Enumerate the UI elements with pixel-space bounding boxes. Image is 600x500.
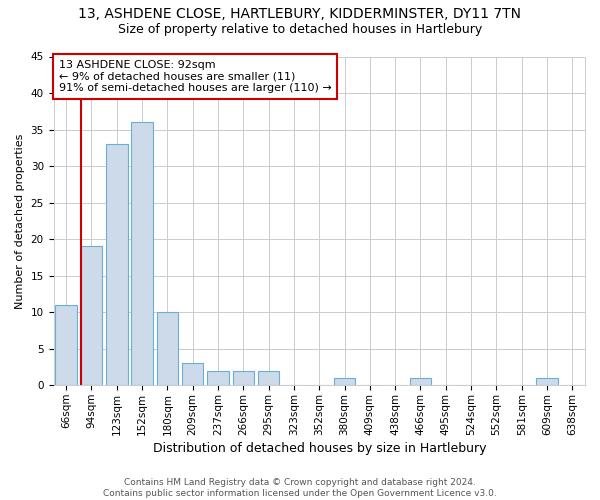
Bar — [536, 378, 558, 386]
Bar — [55, 305, 77, 386]
Bar — [258, 370, 280, 386]
Bar — [334, 378, 355, 386]
Y-axis label: Number of detached properties: Number of detached properties — [15, 133, 25, 308]
X-axis label: Distribution of detached houses by size in Hartlebury: Distribution of detached houses by size … — [152, 442, 486, 455]
Bar — [410, 378, 431, 386]
Bar — [131, 122, 153, 386]
Bar — [81, 246, 102, 386]
Text: Contains HM Land Registry data © Crown copyright and database right 2024.
Contai: Contains HM Land Registry data © Crown c… — [103, 478, 497, 498]
Bar — [207, 370, 229, 386]
Bar — [157, 312, 178, 386]
Text: Size of property relative to detached houses in Hartlebury: Size of property relative to detached ho… — [118, 22, 482, 36]
Text: 13, ASHDENE CLOSE, HARTLEBURY, KIDDERMINSTER, DY11 7TN: 13, ASHDENE CLOSE, HARTLEBURY, KIDDERMIN… — [79, 8, 521, 22]
Text: 13 ASHDENE CLOSE: 92sqm
← 9% of detached houses are smaller (11)
91% of semi-det: 13 ASHDENE CLOSE: 92sqm ← 9% of detached… — [59, 60, 332, 93]
Bar — [106, 144, 128, 386]
Bar — [233, 370, 254, 386]
Bar — [182, 364, 203, 386]
